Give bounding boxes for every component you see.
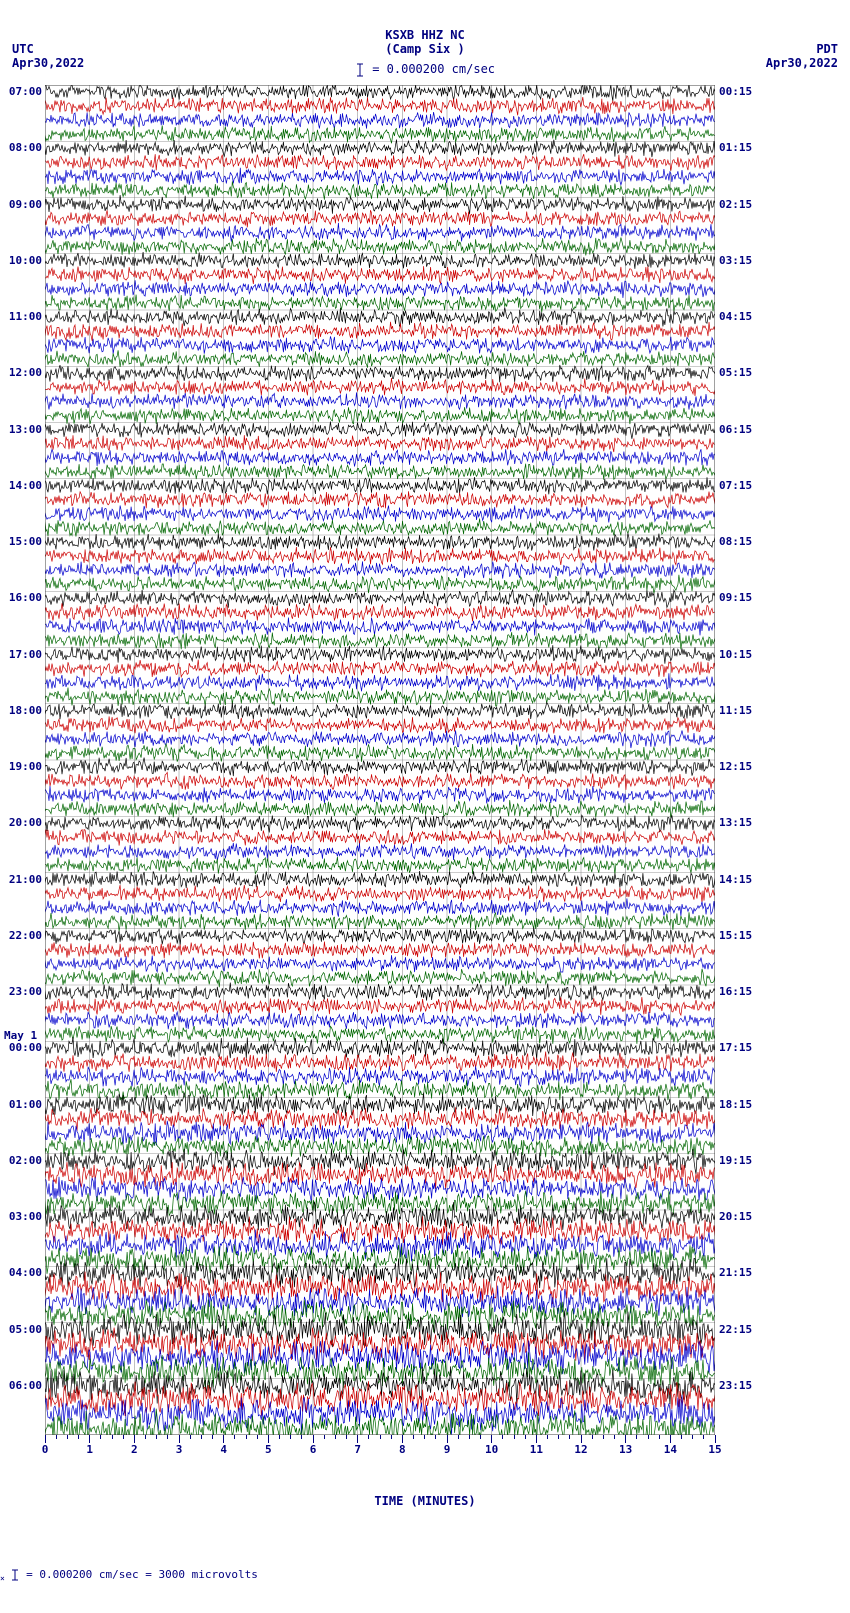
x-tick-label: 9	[437, 1443, 457, 1456]
utc-time-label: 18:00	[6, 704, 42, 717]
x-tick-label: 7	[348, 1443, 368, 1456]
pdt-time-label: 12:15	[719, 760, 752, 773]
pdt-time-label: 17:15	[719, 1041, 752, 1054]
x-tick-label: 11	[526, 1443, 546, 1456]
pdt-time-label: 23:15	[719, 1379, 752, 1392]
pdt-time-label: 22:15	[719, 1323, 752, 1336]
pdt-time-label: 09:15	[719, 591, 752, 604]
utc-time-label: 20:00	[6, 816, 42, 829]
right-date: Apr30,2022	[766, 56, 838, 70]
utc-time-label: 05:00	[6, 1323, 42, 1336]
pdt-time-label: 18:15	[719, 1098, 752, 1111]
utc-time-label: 01:00	[6, 1098, 42, 1111]
x-tick-label: 4	[214, 1443, 234, 1456]
utc-time-label: 17:00	[6, 648, 42, 661]
x-tick-label: 15	[705, 1443, 725, 1456]
x-tick-label: 3	[169, 1443, 189, 1456]
utc-time-label: 04:00	[6, 1266, 42, 1279]
pdt-time-label: 01:15	[719, 141, 752, 154]
utc-time-label: 15:00	[6, 535, 42, 548]
pdt-time-label: 00:15	[719, 85, 752, 98]
x-tick-label: 1	[80, 1443, 100, 1456]
utc-time-label: 13:00	[6, 423, 42, 436]
pdt-time-label: 05:15	[719, 366, 752, 379]
pdt-time-label: 02:15	[719, 198, 752, 211]
pdt-time-label: 04:15	[719, 310, 752, 323]
utc-time-label: 23:00	[6, 985, 42, 998]
utc-time-label: 06:00	[6, 1379, 42, 1392]
utc-time-label: 21:00	[6, 873, 42, 886]
pdt-time-label: 14:15	[719, 873, 752, 886]
x-tick-label: 12	[571, 1443, 591, 1456]
utc-time-label: 19:00	[6, 760, 42, 773]
utc-time-label: 09:00	[6, 198, 42, 211]
utc-time-label: 08:00	[6, 141, 42, 154]
utc-time-label: 11:00	[6, 310, 42, 323]
utc-time-label: 03:00	[6, 1210, 42, 1223]
x-tick-label: 13	[616, 1443, 636, 1456]
pdt-time-label: 10:15	[719, 648, 752, 661]
x-tick-label: 0	[35, 1443, 55, 1456]
left-date: Apr30,2022	[12, 56, 84, 70]
pdt-time-label: 15:15	[719, 929, 752, 942]
utc-time-label: 14:00	[6, 479, 42, 492]
utc-time-label: 10:00	[6, 254, 42, 267]
station-title: KSXB HHZ NC	[0, 28, 850, 42]
pdt-time-label: 20:15	[719, 1210, 752, 1223]
utc-time-label: 02:00	[6, 1154, 42, 1167]
utc-time-label: 22:00	[6, 929, 42, 942]
utc-time-label: 00:00	[6, 1041, 42, 1054]
utc-time-label: 16:00	[6, 591, 42, 604]
pdt-time-label: 07:15	[719, 479, 752, 492]
pdt-time-label: 08:15	[719, 535, 752, 548]
pdt-time-label: 21:15	[719, 1266, 752, 1279]
pdt-time-label: 19:15	[719, 1154, 752, 1167]
pdt-time-label: 03:15	[719, 254, 752, 267]
midnight-date-label: May 1	[4, 1029, 37, 1042]
x-tick-label: 10	[482, 1443, 502, 1456]
utc-time-label: 07:00	[6, 85, 42, 98]
seismogram-plot	[45, 85, 715, 1435]
location-subtitle: (Camp Six )	[0, 42, 850, 56]
x-tick-label: 2	[124, 1443, 144, 1456]
x-tick-label: 14	[660, 1443, 680, 1456]
x-axis-title: TIME (MINUTES)	[0, 1494, 850, 1508]
pdt-time-label: 06:15	[719, 423, 752, 436]
pdt-time-label: 11:15	[719, 704, 752, 717]
left-timezone: UTC	[12, 42, 34, 56]
pdt-time-label: 13:15	[719, 816, 752, 829]
x-tick-label: 6	[303, 1443, 323, 1456]
x-tick-label: 8	[392, 1443, 412, 1456]
x-tick-label: 5	[258, 1443, 278, 1456]
scale-legend: = 0.000200 cm/sec	[0, 62, 850, 77]
utc-time-label: 12:00	[6, 366, 42, 379]
right-timezone: PDT	[816, 42, 838, 56]
footer-scale: × = 0.000200 cm/sec = 3000 microvolts	[0, 1568, 258, 1583]
pdt-time-label: 16:15	[719, 985, 752, 998]
